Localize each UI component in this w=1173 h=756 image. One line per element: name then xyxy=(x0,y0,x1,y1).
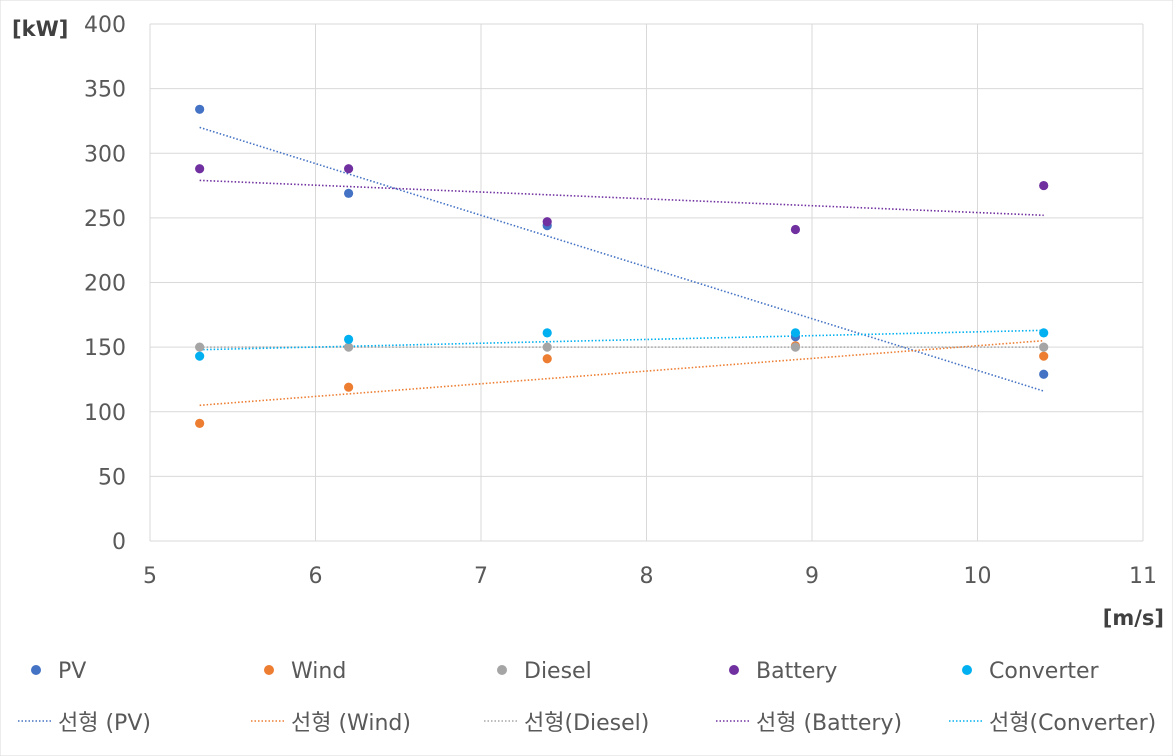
trendline-pv xyxy=(199,126,1044,392)
legend-marker-wind xyxy=(264,665,274,675)
y-tick-label: 300 xyxy=(84,142,126,167)
legend-trend-label-wind: 선형 (Wind) xyxy=(291,711,411,736)
point-wind xyxy=(344,382,354,392)
point-diesel xyxy=(195,342,205,352)
legend-label-battery: Battery xyxy=(756,659,837,684)
x-tick-label: 9 xyxy=(805,564,819,589)
y-tick-label: 250 xyxy=(84,207,126,232)
trendline-battery xyxy=(199,179,1044,217)
y-tick-label: 150 xyxy=(84,336,126,361)
point-diesel xyxy=(344,342,354,352)
point-pv xyxy=(344,188,354,198)
trendlines xyxy=(199,126,1044,407)
y-tick-labels: 0 50 100 150 200 250 300 350 400 xyxy=(84,13,126,555)
legend-trend-label-diesel: 선형(Diesel) xyxy=(524,711,649,736)
x-tick-label: 6 xyxy=(309,564,323,589)
legend-marker-pv xyxy=(31,665,41,675)
legend-marker-battery xyxy=(729,665,739,675)
point-converter xyxy=(790,328,801,338)
point-pv xyxy=(1039,369,1049,379)
gridlines xyxy=(149,23,1144,542)
point-wind xyxy=(195,418,205,428)
point-diesel xyxy=(790,342,801,352)
legend-trend-label-battery: 선형 (Battery) xyxy=(756,711,902,736)
point-wind xyxy=(542,354,552,364)
trendline-converter xyxy=(199,329,1044,351)
x-axis-unit-label: [m/s] xyxy=(1103,606,1164,630)
y-tick-label: 350 xyxy=(84,78,126,103)
point-battery xyxy=(542,217,552,227)
y-tick-label: 50 xyxy=(98,465,126,490)
x-tick-label: 5 xyxy=(143,564,157,589)
x-tick-label: 11 xyxy=(1129,564,1157,589)
legend-label-converter: Converter xyxy=(989,659,1100,684)
point-converter xyxy=(1039,328,1049,338)
data-points xyxy=(195,104,1049,428)
point-diesel xyxy=(542,342,552,352)
y-tick-label: 400 xyxy=(84,13,126,38)
point-battery xyxy=(195,164,205,174)
point-converter xyxy=(542,328,552,338)
point-pv xyxy=(195,104,205,114)
x-tick-label: 8 xyxy=(640,564,654,589)
point-diesel xyxy=(1039,342,1049,352)
trendline-wind xyxy=(199,339,1044,407)
y-tick-label: 100 xyxy=(84,401,126,426)
legend-label-pv: PV xyxy=(58,659,86,684)
x-tick-label: 10 xyxy=(964,564,992,589)
legend-label-wind: Wind xyxy=(291,659,346,684)
point-battery xyxy=(790,224,801,235)
y-tick-label: 0 xyxy=(112,530,126,555)
point-converter xyxy=(195,351,205,361)
x-tick-label: 7 xyxy=(474,564,488,589)
legend-trend-label-pv: 선형 (PV) xyxy=(58,711,151,736)
x-tick-labels: 5 6 7 8 9 10 11 xyxy=(143,564,1157,589)
legend-marker-converter xyxy=(962,665,972,675)
legend-marker-diesel xyxy=(497,665,507,675)
point-battery xyxy=(1039,180,1049,191)
point-wind xyxy=(1039,351,1049,361)
legend-trend-label-converter: 선형(Converter) xyxy=(989,711,1156,736)
legend: PV 선형 (PV) Wind 선형 (Wind) Diesel 선형(Diesel) Ba… xyxy=(18,659,1156,736)
y-axis-unit-label: [kW] xyxy=(12,17,68,41)
y-tick-label: 200 xyxy=(84,272,126,297)
point-battery xyxy=(344,164,354,174)
point-converter xyxy=(344,334,354,344)
legend-label-diesel: Diesel xyxy=(524,659,592,684)
